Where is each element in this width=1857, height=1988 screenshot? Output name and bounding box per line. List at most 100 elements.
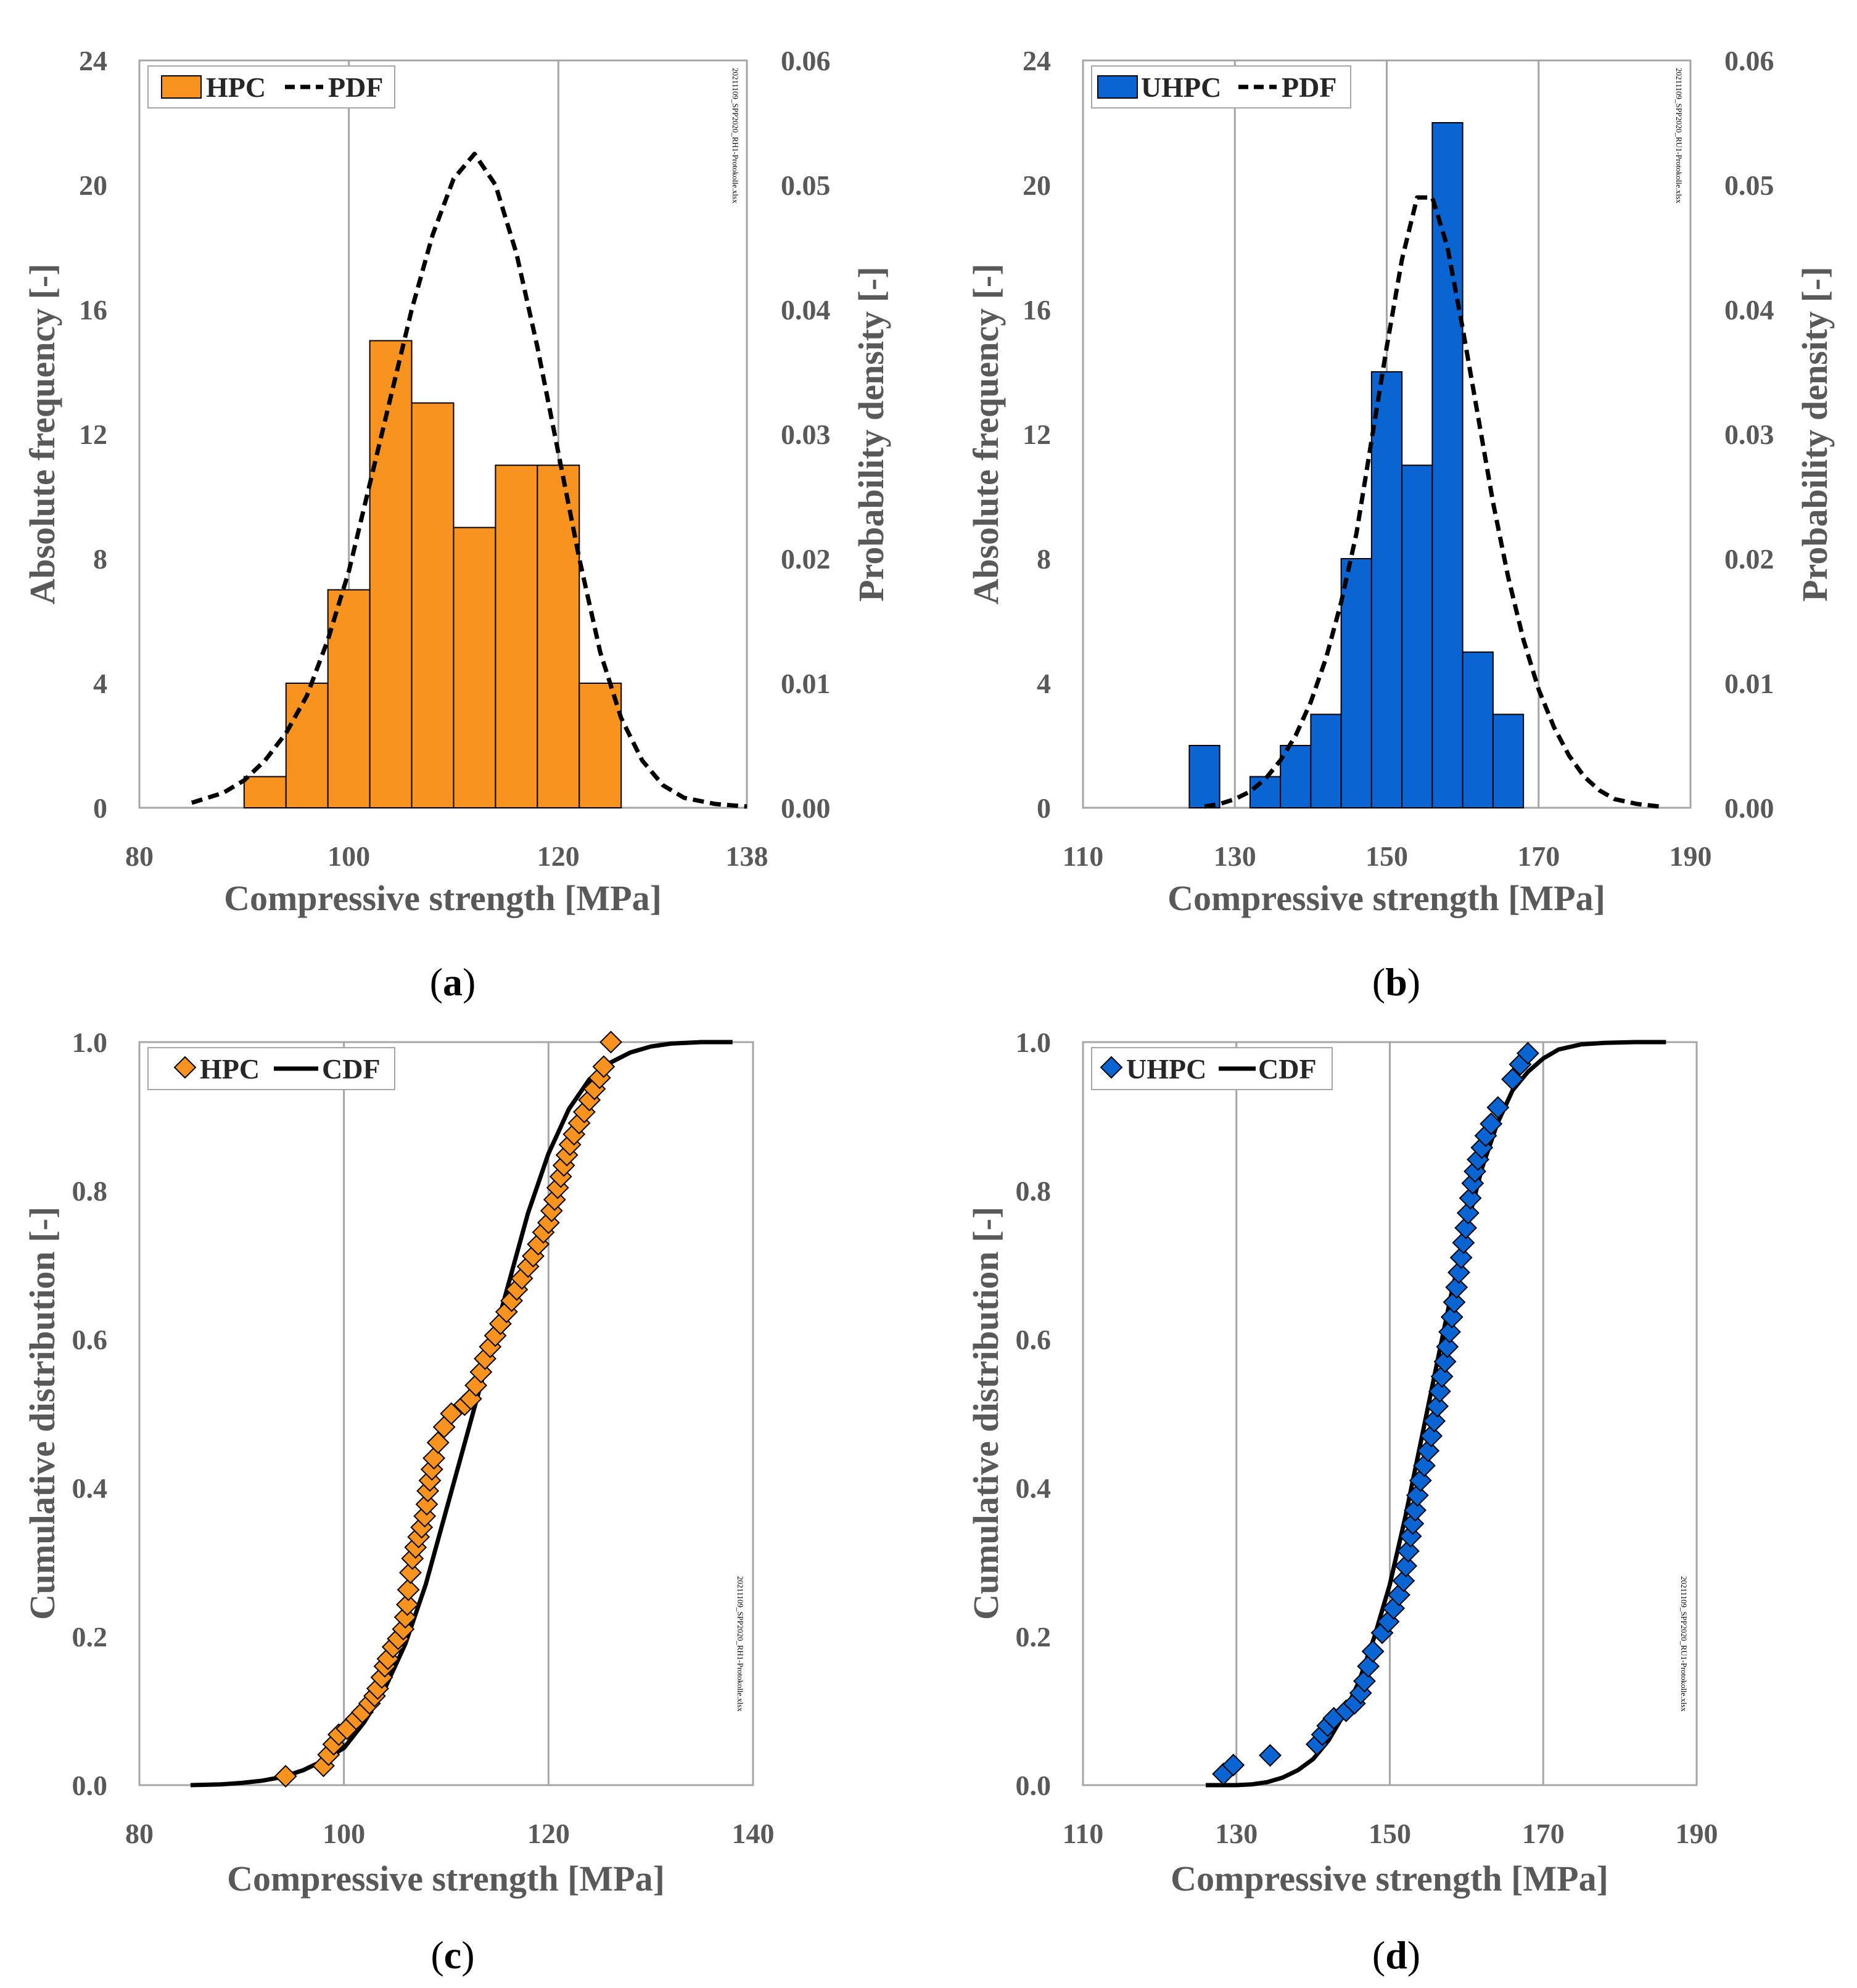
- data-point: [1259, 1744, 1282, 1767]
- y-tick-labels: 0 4 8 12 16 20 24: [79, 45, 107, 824]
- y-axis-label: Absolute frequency [-]: [22, 263, 62, 604]
- legend: UHPC CDF: [1091, 1047, 1333, 1090]
- caption-a: (a): [430, 960, 476, 1004]
- panel-b: 110 130 150 170 190 0 4 8 12 16 20 24 0.00 0.01 0.02…: [966, 45, 1835, 1004]
- x-tick-labels: 110 130 150 170 190: [1063, 1818, 1718, 1849]
- data-point: [1464, 1160, 1486, 1183]
- y2-tick-labels: 0.00 0.01 0.02 0.03 0.04 0.05 0.06: [781, 45, 831, 824]
- y-tick-label-0.0: 0.0: [1016, 1770, 1052, 1801]
- data-point: [1361, 1640, 1385, 1663]
- y-tick-label-0.2: 0.2: [1016, 1621, 1052, 1653]
- data-point: [1452, 1231, 1475, 1254]
- pdf-curve: [191, 152, 747, 809]
- data-point: [440, 1402, 463, 1425]
- x-tick-label-120: 120: [527, 1818, 570, 1849]
- histogram-bar-152-156: [1401, 464, 1433, 808]
- curve-layer: [191, 152, 747, 809]
- y-tick-label-20: 20: [1023, 170, 1051, 201]
- x-tick-label-100: 100: [327, 840, 370, 872]
- data-point: [1501, 1067, 1524, 1091]
- y-tick-label-1.0: 1.0: [1016, 1027, 1052, 1058]
- histogram-bar-144-148: [1340, 558, 1372, 808]
- y-tick-label-20: 20: [79, 170, 107, 201]
- data-point: [370, 1666, 393, 1689]
- legend-label-pdf: PDF: [328, 72, 383, 103]
- legend-label-cdf: CDF: [322, 1053, 381, 1085]
- y-tick-label-0.6: 0.6: [72, 1324, 108, 1355]
- x-tick-label-150: 150: [1365, 840, 1408, 872]
- histogram-bar-140-144: [1310, 713, 1342, 808]
- x-tick-label-120: 120: [537, 840, 580, 872]
- x-tick-labels: 80 100 120 140: [125, 1818, 775, 1849]
- y-tick-labels: 0.0 0.2 0.4 0.6 0.8 1.0: [72, 1027, 108, 1801]
- y2-tick-label-0.06: 0.06: [781, 45, 831, 76]
- data-point: [1449, 1246, 1473, 1269]
- caption-d: (d): [1372, 1933, 1420, 1977]
- data-point: [399, 1561, 422, 1584]
- data-point: [1394, 1555, 1418, 1577]
- data-point: [393, 1606, 417, 1629]
- legend: HPC PDF: [147, 65, 395, 109]
- legend-swatch-uhpc: [1097, 75, 1138, 99]
- y2-tick-label-0.02: 0.02: [781, 543, 831, 575]
- data-point: [410, 1516, 434, 1539]
- y-tick-label-1.0: 1.0: [72, 1027, 108, 1058]
- y-tick-label-16: 16: [1023, 294, 1051, 326]
- legend-label-uhpc: UHPC: [1141, 72, 1221, 103]
- y2-tick-label-0.05: 0.05: [1724, 170, 1774, 201]
- data-point: [1445, 1276, 1468, 1299]
- legend-label-hpc: HPC: [206, 72, 266, 103]
- data-point: [418, 1469, 442, 1492]
- y2-tick-label-0.00: 0.00: [1724, 792, 1774, 824]
- legend-label-cdf: CDF: [1258, 1053, 1317, 1085]
- histogram-bar-90-94: [243, 776, 287, 808]
- histogram-bar-106-110: [411, 402, 455, 808]
- data-point: [1426, 1395, 1449, 1418]
- y-tick-label-4: 4: [93, 668, 107, 699]
- data-point: [1392, 1569, 1415, 1593]
- histogram-bar-110-114: [453, 527, 496, 808]
- y-tick-label-16: 16: [79, 294, 107, 326]
- x-tick-label-80: 80: [125, 840, 154, 872]
- x-tick-label-140: 140: [732, 1818, 775, 1849]
- data-point: [274, 1765, 297, 1788]
- data-point: [1399, 1524, 1422, 1548]
- histogram-bar-160-164: [1462, 651, 1494, 808]
- y-tick-label-0.0: 0.0: [72, 1770, 108, 1801]
- marker-layer: [274, 1030, 622, 1788]
- data-point: [1428, 1379, 1451, 1403]
- histogram-bar-94-98: [285, 683, 329, 808]
- y2-tick-label-0.00: 0.00: [781, 792, 831, 824]
- x-tick-label-138: 138: [726, 840, 768, 872]
- data-point: [1516, 1041, 1539, 1065]
- caption-c: (c): [430, 1933, 474, 1977]
- grid-lines: [1235, 1042, 1544, 1785]
- histogram-bars: [1188, 122, 1525, 808]
- marker-layer: [1212, 1041, 1539, 1786]
- data-point: [1443, 1291, 1466, 1314]
- histogram-bar-114-118: [495, 464, 538, 808]
- y2-tick-label-0.03: 0.03: [781, 419, 831, 450]
- data-point: [1413, 1454, 1436, 1477]
- data-point: [1388, 1583, 1410, 1606]
- data-point: [1382, 1596, 1406, 1620]
- x-tick-label-80: 80: [125, 1818, 154, 1849]
- watermark-file-name: 20211109_SPP2020_RU1-Protokolle.xlsx: [1674, 68, 1684, 203]
- data-point: [1353, 1669, 1376, 1693]
- data-point: [422, 1447, 446, 1470]
- y-tick-label-8: 8: [1037, 543, 1051, 575]
- data-point: [1404, 1498, 1427, 1522]
- data-point: [396, 1593, 419, 1616]
- x-tick-label-190: 190: [1676, 1818, 1718, 1849]
- x-tick-labels: 80 100 120 138: [125, 840, 768, 872]
- caption-b: (b): [1372, 960, 1420, 1004]
- histogram-bar-102-106: [369, 340, 413, 808]
- data-point: [1480, 1112, 1503, 1135]
- data-point: [1423, 1410, 1446, 1432]
- x-axis-label: Compressive strength [MPa]: [1167, 878, 1605, 918]
- y2-tick-label-0.03: 0.03: [1724, 419, 1774, 450]
- legend-swatch-hpc: [161, 75, 202, 99]
- y-tick-label-12: 12: [79, 419, 107, 450]
- y2-axis-label: Probability density [-]: [1795, 266, 1835, 602]
- y-tick-label-24: 24: [1023, 45, 1051, 76]
